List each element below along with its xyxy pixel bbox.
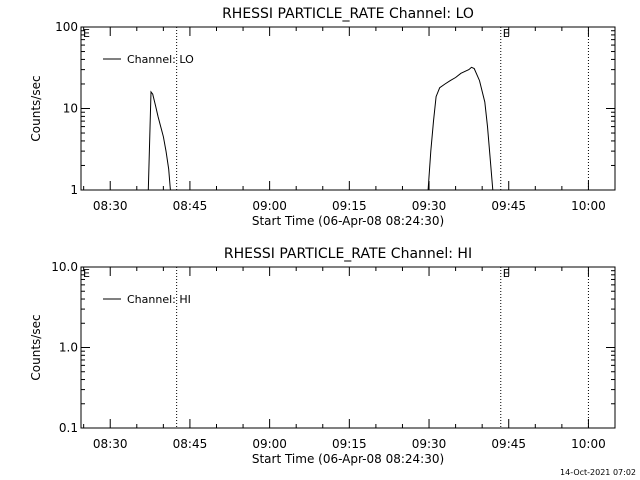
- x-axis-label: Start Time (06-Apr-08 08:24:30): [252, 214, 444, 228]
- y-tick-label: 0.1: [59, 421, 78, 435]
- x-tick-label: 09:15: [332, 437, 367, 451]
- x-tick-label: 09:15: [332, 199, 367, 213]
- y-tick-label: 10.0: [51, 260, 78, 274]
- legend-label: Channel: HI: [127, 293, 191, 306]
- axes-frame: [80, 26, 616, 191]
- x-tick-label: 08:30: [93, 437, 128, 451]
- series-line: [147, 66, 494, 191]
- x-tick-label: 09:00: [252, 437, 287, 451]
- annotation-e-marker: E: [503, 27, 510, 40]
- x-tick-label: 10:00: [571, 437, 606, 451]
- y-tick-label: 100: [55, 20, 78, 34]
- x-tick-label: 09:45: [491, 437, 526, 451]
- x-tick-label: 08:45: [173, 437, 208, 451]
- x-tick-label: 08:30: [93, 199, 128, 213]
- y-axis-label: Counts/sec: [29, 75, 43, 141]
- x-tick-label: 09:00: [252, 199, 287, 213]
- x-tick-label: 09:30: [412, 199, 447, 213]
- chart-title: RHESSI PARTICLE_RATE Channel: HI: [224, 246, 472, 262]
- x-tick-label: 08:45: [173, 199, 208, 213]
- annotation-e-marker: E: [503, 267, 510, 280]
- annotation-e-marker: E: [83, 27, 90, 40]
- y-axis-label: Counts/sec: [29, 314, 43, 380]
- x-tick-label: 09:30: [412, 437, 447, 451]
- x-tick-label: 09:45: [491, 199, 526, 213]
- y-tick-label: 10: [63, 102, 78, 116]
- chart-title: RHESSI PARTICLE_RATE Channel: LO: [222, 6, 474, 22]
- annotation-e-marker: E: [83, 267, 90, 280]
- axes-frame: [80, 266, 616, 429]
- x-axis-label: Start Time (06-Apr-08 08:24:30): [252, 452, 444, 466]
- y-tick-label: 1: [70, 183, 78, 197]
- footer-timestamp: 14-Oct-2021 07:02: [560, 468, 636, 477]
- legend-label: Channel: LO: [127, 53, 194, 66]
- y-tick-label: 1.0: [59, 341, 78, 355]
- x-tick-label: 10:00: [571, 199, 606, 213]
